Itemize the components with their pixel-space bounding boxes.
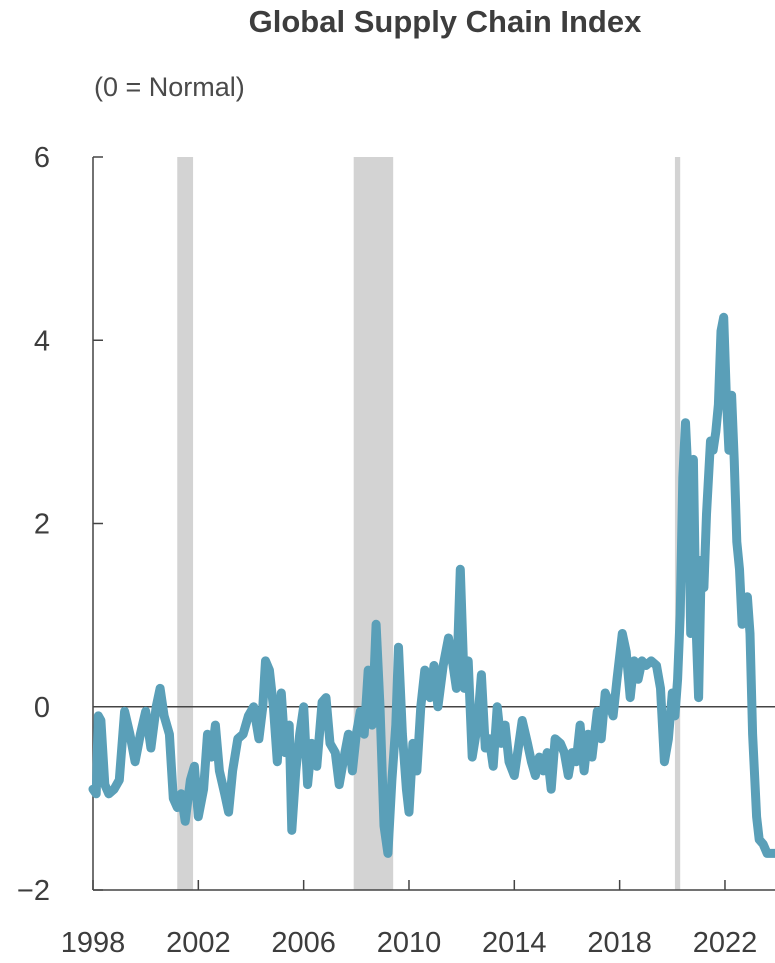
x-tick-label-2010: 2010 bbox=[377, 927, 442, 959]
x-tick-label-2018: 2018 bbox=[587, 927, 652, 959]
x-tick-label-2014: 2014 bbox=[482, 927, 547, 959]
y-tick-label-6: 6 bbox=[34, 142, 50, 174]
x-tick-label-2002: 2002 bbox=[166, 927, 231, 959]
y-tick-label-4: 4 bbox=[34, 325, 50, 357]
y-tick-label-0: 0 bbox=[34, 692, 50, 724]
y-tick-label-2: 2 bbox=[34, 509, 50, 541]
chart-title: Global Supply Chain Index bbox=[248, 4, 642, 39]
y-tick-label--2: −2 bbox=[17, 875, 50, 907]
x-tick-label-2022: 2022 bbox=[693, 927, 758, 959]
shaded-period-2 bbox=[353, 157, 394, 890]
x-tick-label-1998: 1998 bbox=[61, 927, 126, 959]
series-line bbox=[88, 312, 775, 858]
x-tick-label-2006: 2006 bbox=[271, 927, 336, 959]
chart-subtitle: (0 = Normal) bbox=[94, 72, 245, 102]
